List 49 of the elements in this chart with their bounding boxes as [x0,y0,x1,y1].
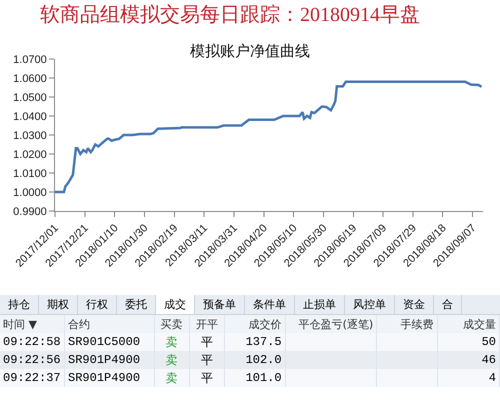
text: 卖 [154,369,190,387]
text: 持仓 [0,295,39,314]
text: 条件单 [245,295,295,314]
line-series [55,80,483,194]
text: 50 [437,333,500,351]
text: 买卖 [154,315,190,333]
text: 合约 [64,315,154,333]
y-tick-label: 1.0500 [13,92,47,104]
text: 成交价 [224,315,286,333]
text: 09:22:58 [0,333,65,351]
text: 期权 [39,295,78,314]
text: 行权 [78,295,117,314]
text: SR901C5000 [64,333,154,351]
chart-title: 软商品组模拟交易每日跟踪：20180914早盘 [39,3,421,28]
text: 4 [437,369,500,387]
text: 合 [434,295,462,314]
text: 102.0 [224,351,286,369]
text: 平 [189,351,225,369]
text: 卖 [154,351,190,369]
y-tick-label: 0.9900 [13,206,47,218]
text: 止损单 [295,295,345,314]
text: 平仓盈亏(逐笔) [285,315,377,333]
text: 时间 ▼ [0,315,65,333]
text: SR901P4900 [64,369,154,387]
text: 09:22:37 [0,369,65,387]
text: 手续费 [376,315,437,333]
y-tick-label: 1.0200 [13,148,47,161]
y-tick-label: 1.0300 [13,130,47,142]
text: 预备单 [195,295,245,314]
y-tick-label: 1.0000 [13,186,47,199]
text: 平 [189,333,225,351]
text: 卖 [154,333,190,351]
chart-subtitle: 模拟账户净值曲线 [190,42,310,60]
text: 137.5 [224,333,286,351]
text: 成交量 [437,315,500,333]
text: 委托 [117,295,156,314]
text: 风控单 [345,295,395,314]
text: 开平 [189,315,225,333]
text: 资金 [395,295,434,314]
y-tick-label: 1.0100 [13,168,47,180]
y-tick-label: 1.0700 [13,54,47,66]
text: 46 [437,351,500,369]
text: 平 [189,369,225,387]
text: 09:22:56 [0,351,65,369]
text: SR901P4900 [64,351,154,369]
y-tick-label: 1.0400 [13,110,47,123]
text: 成交 [156,295,195,314]
y-tick-label: 1.0600 [13,72,47,85]
text: 101.0 [224,369,286,387]
